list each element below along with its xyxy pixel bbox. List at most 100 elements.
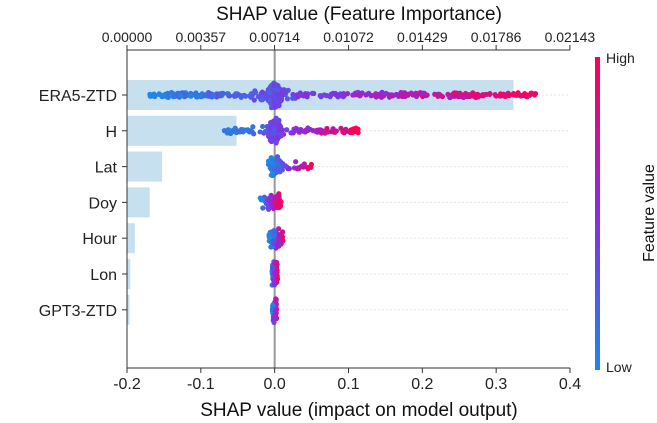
shap-point [276,226,282,232]
shap-point [250,124,256,130]
shap-point [405,91,412,97]
top-tick-label: 0.01429 [397,29,448,45]
shap-point [260,123,266,130]
colorbar-gradient [595,57,600,370]
shap-point [324,125,330,132]
shap-point [274,134,280,140]
importance-bar [127,259,131,289]
shap-point [156,91,162,97]
importance-bar [127,187,150,218]
feature-label: Hour [82,231,117,248]
shap-point [270,303,276,309]
shap-point [331,129,337,135]
shap-point [273,139,279,145]
shap-point [271,126,277,133]
shap-point [233,93,239,99]
feature-label: GPT3-ZTD [39,303,117,320]
shap-point [147,91,153,97]
shap-point [312,128,319,134]
shap-point [476,92,482,99]
shap-point [241,92,247,98]
x-axis-title: SHAP value (impact on model output) [200,400,518,421]
shap-point [419,91,426,97]
shap-point [278,131,284,138]
shap-point [447,94,453,101]
x-tick-label: 0.3 [485,376,507,393]
shap-point [271,198,277,204]
shap-point [204,91,210,97]
shap-point [293,127,299,133]
shap-point [227,130,234,137]
shap-point [288,130,294,136]
shap-point [276,192,282,198]
shap-point [271,270,277,276]
shap-point [193,94,200,100]
shap-point [383,90,389,97]
shap-point [284,127,290,133]
shap-point [274,161,281,167]
shap-point [232,125,238,131]
x-tick-label: -0.1 [187,376,215,393]
shap-point [265,205,271,211]
colorbar-low-label: Low [606,359,633,375]
shap-point [271,233,277,239]
axes: ERA5-ZTD H Lat Doy Hour Lon GPT3-ZTD -0.2 -0.1 0.… [39,29,596,393]
shap-point [243,127,249,133]
feature-label: Lon [90,267,117,284]
importance-bar [127,294,130,325]
shap-point [500,92,507,98]
shap-point [308,161,315,168]
shap-point [376,92,382,98]
shap-point [275,156,281,162]
shap-point [251,131,257,137]
shap-point [266,238,272,244]
shap-point [343,128,349,134]
shap-point [352,92,359,98]
shap-point [299,163,305,169]
shap-point [284,96,291,102]
importance-bar [127,223,135,254]
feature-label: Doy [89,195,117,212]
shap-point [274,260,280,266]
top-tick-label: 0.01072 [323,29,374,45]
shap-point [524,92,530,98]
shap-point [277,124,284,130]
shap-point [188,93,194,99]
shap-point [221,128,227,134]
shap-point [251,97,257,103]
shap-point [152,93,158,100]
shap-point [266,197,272,204]
shap-point [271,314,277,321]
shap-point [460,94,467,101]
shap-points [147,80,539,325]
shap-point [267,97,273,103]
shap-point [366,90,372,96]
shap-point [271,83,277,89]
shap-point [272,103,278,109]
shap-point [259,89,265,95]
shap-point [274,204,280,211]
colorbar-title: Feature value [641,164,657,262]
shap-point [260,205,266,211]
shap-point [271,282,278,288]
shap-point [278,167,284,173]
shap-point [276,243,282,249]
shap-point [182,93,188,99]
shap-point [348,127,354,133]
shap-point [338,125,344,131]
shap-point [278,91,284,98]
feature-label: Lat [95,160,118,177]
top-tick-label: 0.00357 [175,29,226,45]
shap-point [305,125,311,131]
shap-point [290,91,296,98]
shap-point [300,128,306,134]
shap-point [271,277,277,283]
top-tick-label: 0.00000 [102,29,153,45]
shap-point [178,93,184,99]
shap-point [210,93,216,99]
top-tick-label: 0.01786 [471,29,522,45]
shap-point [531,92,538,98]
colorbar: High Low Feature value [595,50,657,375]
shap-point [257,129,263,135]
